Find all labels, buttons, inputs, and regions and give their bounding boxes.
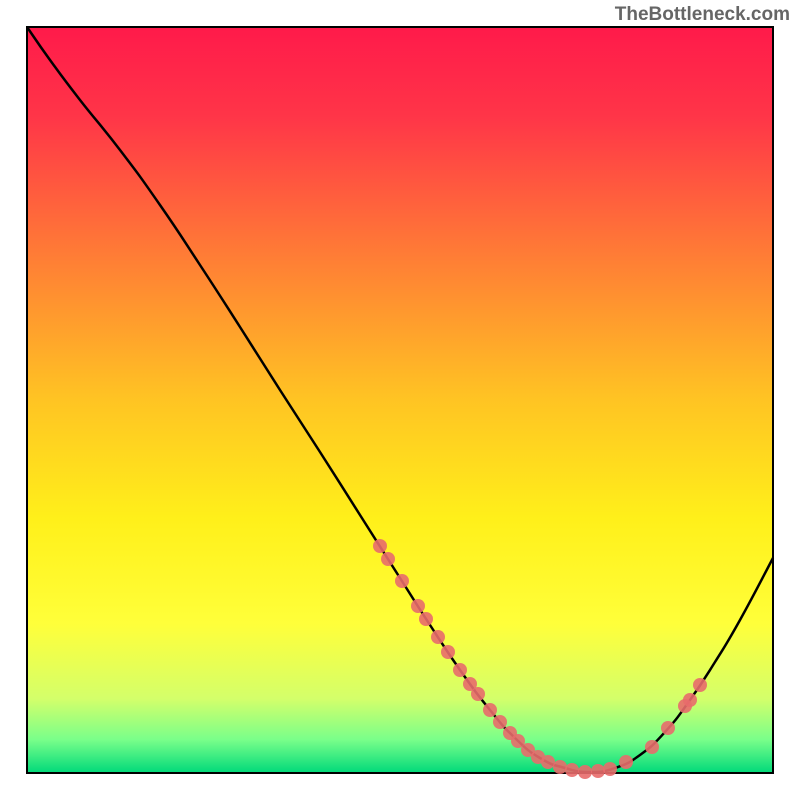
data-marker [373,539,387,553]
data-marker [603,762,617,776]
data-marker [471,687,485,701]
chart-svg [0,0,800,800]
data-marker [578,765,592,779]
data-marker [553,760,567,774]
data-marker [591,764,605,778]
data-marker [419,612,433,626]
watermark: TheBottleneck.com [615,4,790,26]
data-marker [693,678,707,692]
data-marker [541,755,555,769]
chart-background [27,27,773,773]
data-marker [493,715,507,729]
data-marker [645,740,659,754]
data-marker [381,552,395,566]
data-marker [483,703,497,717]
data-marker [683,693,697,707]
data-marker [661,721,675,735]
data-marker [565,763,579,777]
data-marker [411,599,425,613]
data-marker [395,574,409,588]
data-marker [441,645,455,659]
data-marker [619,755,633,769]
data-marker [431,630,445,644]
data-marker [453,663,467,677]
chart-container: TheBottleneck.com [0,0,800,800]
